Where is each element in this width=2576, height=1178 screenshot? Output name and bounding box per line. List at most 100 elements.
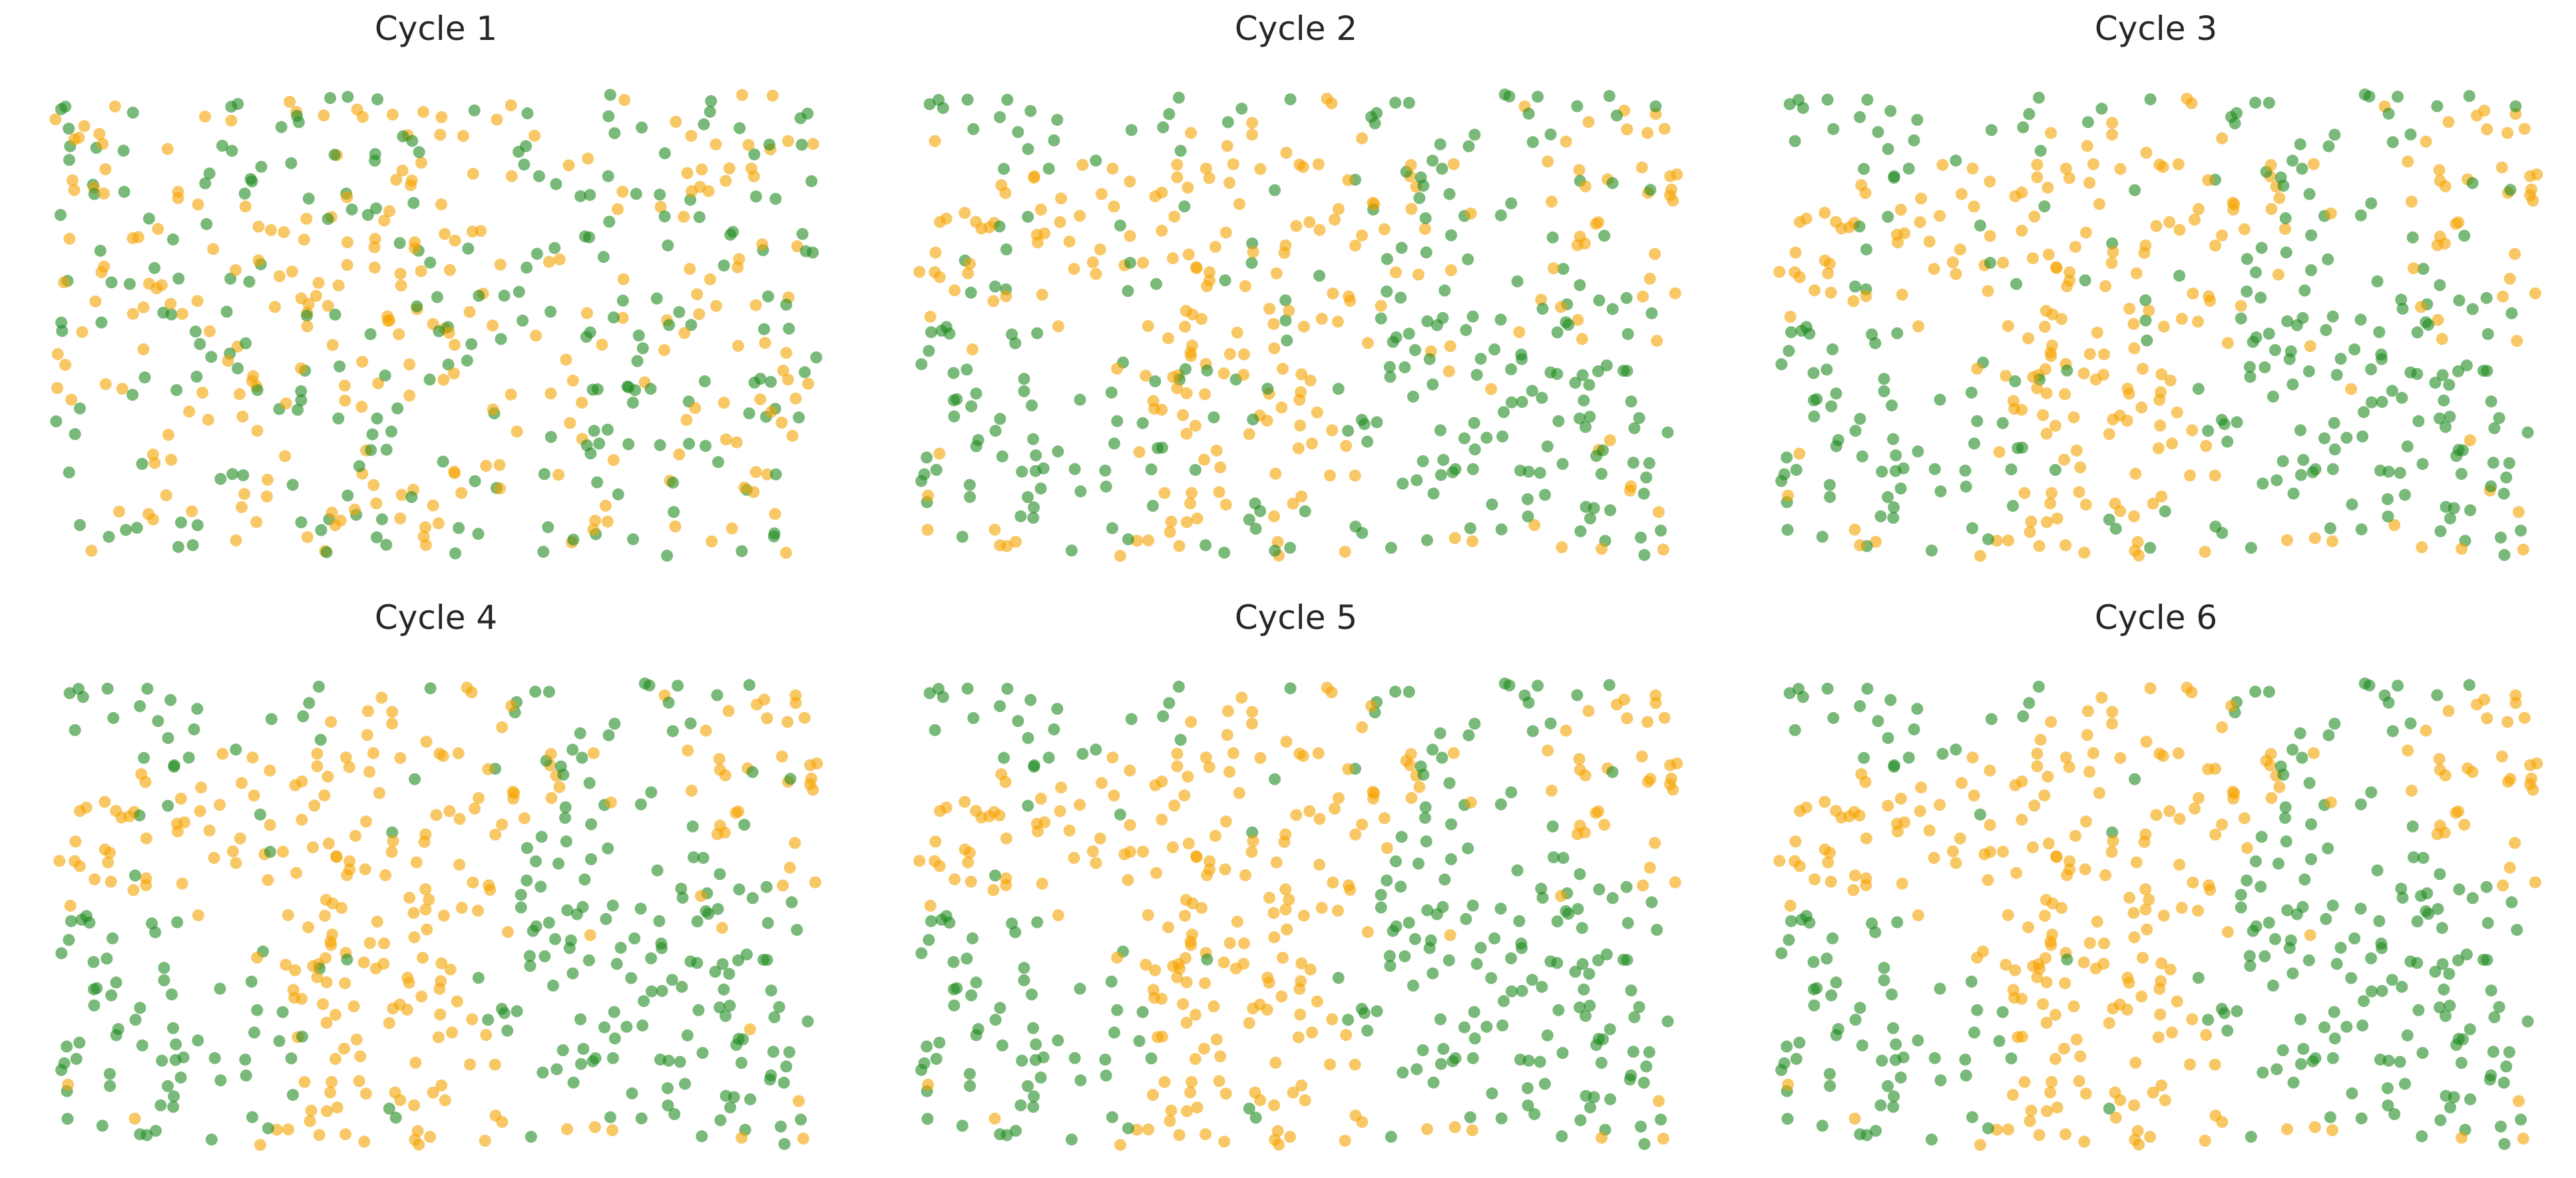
hawk-point xyxy=(2203,290,2215,303)
dove-point xyxy=(1535,883,1548,895)
hawk-point xyxy=(361,705,374,717)
dove-point xyxy=(2443,379,2456,391)
dove-point xyxy=(1423,942,1436,954)
dove-point xyxy=(292,403,304,416)
hawk-point xyxy=(1054,805,1066,817)
hawk-point xyxy=(289,964,302,976)
dove-point xyxy=(627,533,640,546)
dove-point xyxy=(1402,916,1415,929)
hawk-point xyxy=(751,698,763,711)
dove-point xyxy=(2297,454,2310,466)
dove-point xyxy=(2262,327,2275,340)
dove-point xyxy=(658,147,671,160)
hawk-point xyxy=(2439,180,2452,192)
hawk-point xyxy=(2456,1131,2468,1144)
hawk-point xyxy=(1162,332,1175,345)
dove-point xyxy=(273,1035,286,1048)
dove-point xyxy=(2382,107,2395,120)
dove-point xyxy=(2438,394,2450,407)
dove-point xyxy=(1534,1056,1546,1068)
dove-point xyxy=(535,881,547,893)
dove-point xyxy=(716,958,729,970)
dove-point xyxy=(2139,294,2152,307)
dove-point xyxy=(2355,1112,2368,1125)
hawk-point xyxy=(2038,789,2051,802)
dove-point xyxy=(2434,1001,2446,1014)
dove-point xyxy=(1824,491,1836,503)
hawk-point xyxy=(2166,1026,2178,1039)
hawk-point xyxy=(178,816,191,829)
hawk-point xyxy=(2077,367,2090,380)
hawk-point xyxy=(2128,931,2141,944)
dove-point xyxy=(453,522,465,534)
dove-point xyxy=(2460,948,2473,961)
dove-point xyxy=(134,700,146,712)
hawk-point xyxy=(2154,1008,2167,1021)
hawk-point xyxy=(2326,1124,2338,1137)
dove-point xyxy=(1480,1020,1493,1033)
hawk-point xyxy=(435,975,447,988)
dove-point xyxy=(1488,343,1501,355)
hawk-point xyxy=(300,212,313,225)
hawk-point xyxy=(160,489,172,502)
hawk-point xyxy=(324,1086,337,1099)
hawk-point xyxy=(2141,923,2153,936)
hawk-point xyxy=(296,813,308,826)
hawk-point xyxy=(1219,863,1231,876)
dove-point xyxy=(2249,97,2262,109)
dove-point xyxy=(1849,425,1862,437)
dove-point xyxy=(1189,464,1201,477)
hawk-point xyxy=(2216,818,2229,831)
hawk-point xyxy=(2518,711,2531,724)
dove-point xyxy=(2173,270,2186,282)
hawk-point xyxy=(2063,863,2076,876)
hawk-point xyxy=(99,378,112,391)
dove-point xyxy=(2322,253,2334,266)
hawk-point xyxy=(1573,753,1586,765)
hawk-point xyxy=(2509,837,2521,849)
dove-point xyxy=(525,1131,537,1143)
dove-point xyxy=(1856,1039,1868,1052)
hawk-point xyxy=(1162,921,1175,934)
hawk-point xyxy=(1843,221,1856,234)
dove-point xyxy=(1390,855,1402,868)
dove-point xyxy=(1882,210,1894,223)
hawk-point xyxy=(1321,93,1333,105)
dove-point xyxy=(588,425,600,437)
dove-point xyxy=(1052,1034,1064,1047)
hawk-point xyxy=(2450,807,2462,819)
dove-point xyxy=(2106,826,2119,839)
dove-point xyxy=(638,995,650,1008)
dove-point xyxy=(963,1068,976,1080)
hawk-point xyxy=(2049,419,2061,432)
dove-point xyxy=(521,842,533,855)
dove-point xyxy=(1968,1026,1980,1039)
hawk-point xyxy=(2517,1132,2529,1145)
dove-point xyxy=(2417,852,2430,864)
dove-point xyxy=(602,842,614,855)
hawk-point xyxy=(415,265,427,278)
dove-point xyxy=(472,528,485,540)
dove-point xyxy=(1781,1040,1793,1053)
dove-point xyxy=(2245,542,2257,554)
hawk-point xyxy=(1181,770,1194,783)
dove-point xyxy=(2365,396,2378,409)
dove-point xyxy=(518,158,531,171)
dove-point xyxy=(1960,1070,1972,1082)
hawk-point xyxy=(1578,826,1591,839)
hawk-point xyxy=(1590,218,1602,230)
dove-point xyxy=(2406,820,2419,833)
hawk-point xyxy=(1277,952,1289,964)
dove-point xyxy=(1163,697,1176,709)
dove-point xyxy=(239,1054,252,1066)
dove-point xyxy=(2286,378,2299,391)
dove-point xyxy=(1959,465,1972,477)
hawk-point xyxy=(146,449,159,461)
dove-point xyxy=(1409,344,1421,356)
dove-point xyxy=(141,682,154,695)
dove-point xyxy=(1031,916,1044,928)
dove-point xyxy=(1870,1125,1882,1137)
hawk-point xyxy=(58,276,71,289)
hawk-point xyxy=(2039,909,2051,922)
dove-point xyxy=(2243,950,2256,962)
